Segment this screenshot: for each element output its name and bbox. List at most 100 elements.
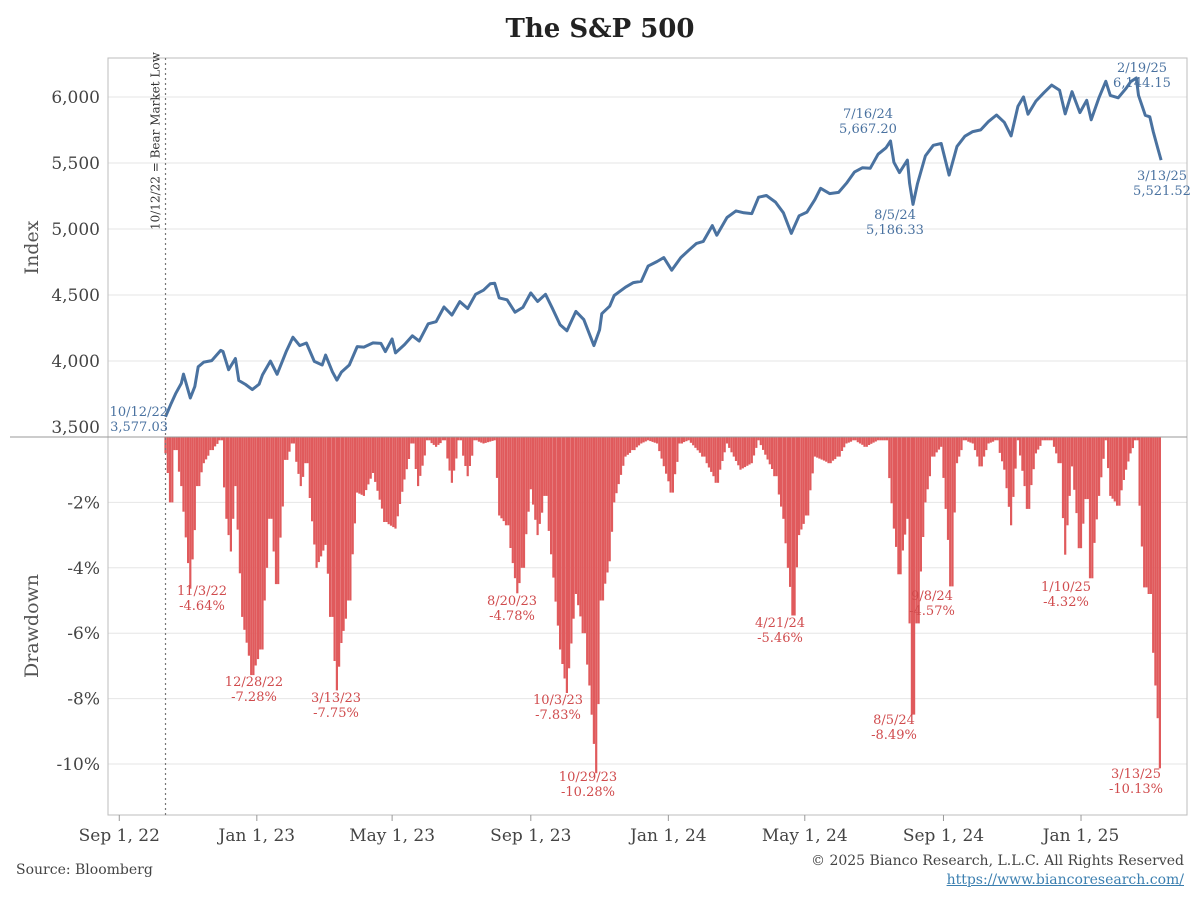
drawdown-bar <box>1034 437 1037 454</box>
drawdown-bar <box>261 437 264 650</box>
drawdown-bar <box>518 437 521 584</box>
drawdown-bar <box>1158 437 1161 769</box>
drawdown-bar <box>1016 437 1019 441</box>
drawdown-bar <box>419 437 422 476</box>
drawdown-bar <box>561 437 564 664</box>
drawdown-bar <box>1043 437 1046 441</box>
drawdown-bar <box>994 437 997 441</box>
drawdown-bar <box>816 437 819 458</box>
index-annotation: 10/12/22 3,577.03 <box>110 405 168 435</box>
sp500-index-line <box>164 76 1163 418</box>
drawdown-bar <box>723 437 726 453</box>
drawdown-bar <box>268 437 271 519</box>
drawdown-bar <box>513 437 517 579</box>
drawdown-bar <box>985 437 988 451</box>
drawdown-bar <box>245 437 248 643</box>
drawdown-bar <box>780 437 783 507</box>
drawdown-bar <box>762 437 765 450</box>
index-annotation-date: 10/12/22 <box>110 405 168 420</box>
drawdown-bar <box>247 437 250 656</box>
drawdown-bar <box>168 437 172 503</box>
drawdown-annotation: 11/3/22 -4.64% <box>177 584 227 614</box>
drawdown-bar <box>865 437 868 447</box>
drawdown-bar <box>771 437 774 469</box>
drawdown-bar <box>734 437 738 461</box>
drawdown-bar <box>191 437 194 560</box>
drawdown-bar <box>333 437 336 661</box>
drawdown-bar <box>922 437 925 537</box>
drawdown-tick-label: -6% <box>67 624 100 644</box>
drawdown-bar <box>489 437 492 442</box>
drawdown-bar <box>958 437 961 457</box>
drawdown-tick-label: -8% <box>67 690 100 710</box>
drawdown-bar <box>1064 437 1067 555</box>
drawdown-bar <box>374 437 377 482</box>
drawdown-bar <box>831 437 835 461</box>
drawdown-bar <box>856 437 859 443</box>
drawdown-bar <box>976 437 979 457</box>
drawdown-bar <box>577 437 580 606</box>
drawdown-bar <box>1055 437 1058 454</box>
drawdown-bar <box>773 437 776 477</box>
drawdown-bar <box>193 437 196 531</box>
drawdown-annotation: 10/29/23 -10.28% <box>559 770 617 800</box>
drawdown-bar <box>1113 437 1116 502</box>
drawdown-bar <box>335 437 338 691</box>
drawdown-bar <box>1037 437 1040 450</box>
drawdown-bar <box>987 437 990 444</box>
drawdown-bar <box>522 437 526 568</box>
drawdown-bar <box>407 437 411 459</box>
axes-layer: 3,500 4,000 4,500 5,000 5,500 6,000 -2% -4% -6% -… <box>10 51 1188 846</box>
drawdown-bar <box>730 437 733 453</box>
drawdown-bar <box>973 437 977 451</box>
drawdown-bar <box>466 437 469 477</box>
drawdown-bar <box>942 437 945 478</box>
index-annotation-date: 8/5/24 <box>874 208 916 223</box>
drawdown-bar <box>389 437 393 526</box>
drawdown-bar <box>919 437 922 572</box>
drawdown-bar <box>534 437 537 520</box>
drawdown-bar <box>1154 437 1157 686</box>
drawdown-bar <box>292 437 296 444</box>
drawdown-bar <box>931 437 934 457</box>
drawdown-bar <box>254 437 257 666</box>
drawdown-bar <box>899 437 902 575</box>
drawdown-bar <box>360 437 363 495</box>
copyright-text: © 2025 Bianco Research, L.L.C. All Right… <box>811 853 1184 869</box>
drawdown-bar <box>933 437 936 457</box>
drawdown-bar <box>471 437 474 456</box>
drawdown-bar <box>326 437 329 574</box>
drawdown-bar <box>306 437 309 464</box>
x-tick-label: Jan 1, 24 <box>628 826 707 846</box>
drawdown-bar <box>608 437 611 562</box>
drawdown-bar <box>347 437 350 601</box>
drawdown-annotation: 3/13/25 -10.13% <box>1109 767 1163 797</box>
drawdown-bar <box>649 437 652 442</box>
index-axis-title: Index <box>21 220 43 274</box>
drawdown-bar <box>836 437 839 457</box>
drawdown-bar <box>759 437 762 446</box>
drawdown-bar <box>881 437 884 441</box>
drawdown-annotation-value: -5.46% <box>757 631 803 646</box>
website-link[interactable]: https://www.biancoresearch.com/ <box>946 872 1184 888</box>
drawdown-bar <box>1149 437 1152 594</box>
drawdown-bar <box>1028 437 1031 509</box>
drawdown-bar <box>1122 437 1125 480</box>
drawdown-bar <box>619 437 623 475</box>
x-tick-label: Sep 1, 22 <box>79 826 160 846</box>
drawdown-bar <box>913 437 916 715</box>
drawdown-bar <box>610 437 614 532</box>
drawdown-bar <box>554 437 557 602</box>
drawdown-bar <box>858 437 862 444</box>
drawdown-bar <box>259 437 262 650</box>
drawdown-bar <box>214 437 217 447</box>
drawdown-bar <box>743 437 747 468</box>
drawdown-bar <box>329 437 332 617</box>
drawdown-annotation-date: 3/13/23 <box>311 691 361 706</box>
drawdown-bar <box>295 437 298 462</box>
drawdown-bar <box>1021 437 1024 471</box>
drawdown-bar <box>908 437 911 624</box>
index-annotation-date: 2/19/25 <box>1117 61 1167 76</box>
drawdown-bar <box>205 437 208 460</box>
drawdown-bar <box>1048 437 1051 441</box>
